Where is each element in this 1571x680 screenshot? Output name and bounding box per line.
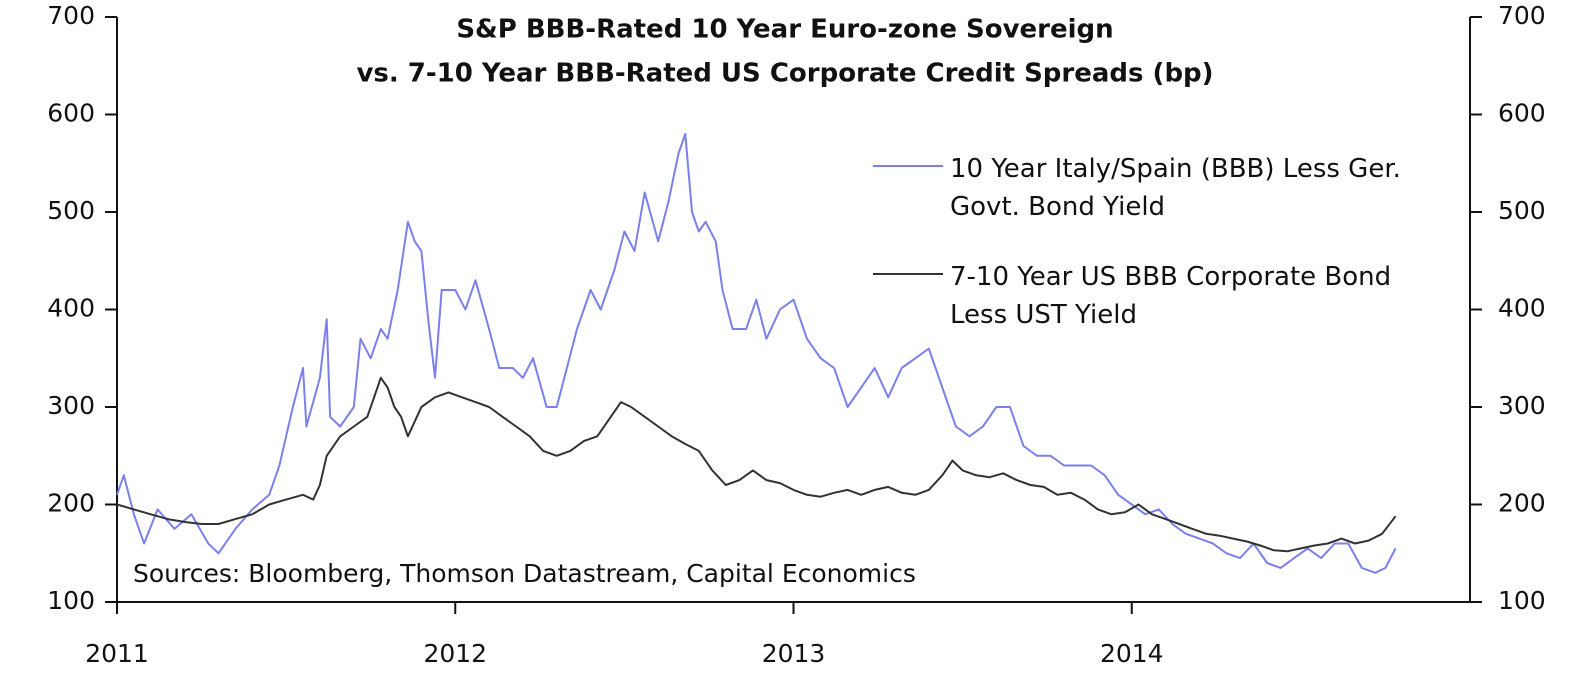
- x-tick-label: 2011: [85, 639, 149, 668]
- series-line: [116, 376, 1397, 553]
- annotation: Sources: Bloomberg, Thomson Datastream, …: [133, 559, 916, 588]
- y-tick-label: 400: [47, 294, 95, 323]
- x-tick-label: 2013: [762, 639, 826, 668]
- y-tick-label: 200: [47, 489, 95, 518]
- x-tick-label: 2014: [1100, 639, 1164, 668]
- y-tick-label: 600: [47, 99, 95, 128]
- y2-tick-label: 100: [1498, 586, 1546, 615]
- chart-title: vs. 7-10 Year BBB-Rated US Corporate Cre…: [356, 59, 1213, 89]
- y2-tick-label: 200: [1498, 489, 1546, 518]
- y-tick-label: 500: [47, 196, 95, 225]
- y-tick-label: 100: [47, 586, 95, 615]
- x-tick-label: 2012: [423, 639, 487, 668]
- y2-tick-label: 300: [1498, 391, 1546, 420]
- y2-tick-label: 700: [1498, 1, 1546, 30]
- chart-title: S&P BBB-Rated 10 Year Euro-zone Sovereig…: [456, 15, 1113, 45]
- y-tick-label: 700: [47, 1, 95, 30]
- y2-tick-label: 400: [1498, 294, 1546, 323]
- y-tick-label: 300: [47, 391, 95, 420]
- series-line: [116, 133, 1397, 574]
- legend-label: 7-10 Year US BBB Corporate Bond Less UST…: [950, 262, 1392, 330]
- y2-tick-label: 500: [1498, 196, 1546, 225]
- legend-label: 10 Year Italy/Spain (BBB) Less Ger. Govt…: [950, 154, 1401, 222]
- y2-tick-label: 600: [1498, 99, 1546, 128]
